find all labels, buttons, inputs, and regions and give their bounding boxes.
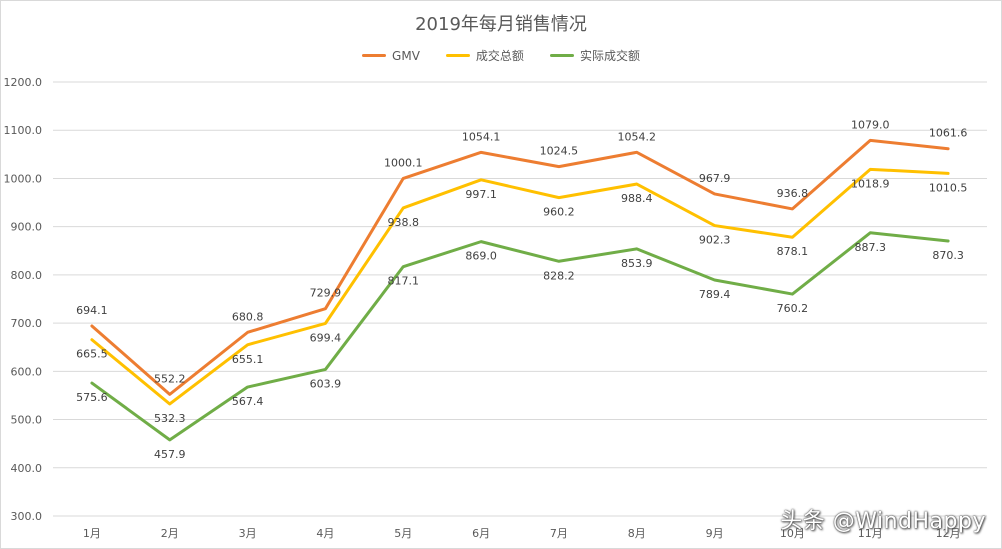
data-label-gmv: 1000.1 (384, 156, 423, 169)
x-tick-label: 11月 (858, 527, 883, 540)
data-label-actual: 870.3 (932, 249, 964, 262)
x-tick-label: 1月 (83, 527, 101, 540)
y-tick-label: 1100.0 (4, 124, 43, 137)
series-line-gmv (90, 138, 950, 396)
data-label-actual: 887.3 (855, 241, 887, 254)
x-tick-label: 3月 (239, 527, 257, 540)
y-tick-label: 500.0 (11, 414, 43, 427)
x-tick-label: 4月 (316, 527, 334, 540)
data-label-total: 1018.9 (851, 177, 890, 190)
data-label-actual: 789.4 (699, 288, 731, 301)
y-tick-label: 900.0 (11, 221, 43, 234)
x-tick-label: 7月 (550, 527, 568, 540)
legend-item-actual: 实际成交额 (549, 47, 640, 64)
legend-swatch-actual (549, 54, 574, 57)
y-tick-label: 1200.0 (4, 76, 43, 89)
data-label-gmv: 680.8 (232, 310, 264, 323)
data-label-actual: 817.1 (388, 275, 420, 288)
x-tick-label: 2月 (161, 527, 179, 540)
data-label-total: 532.3 (154, 412, 186, 425)
data-label-gmv: 936.8 (777, 187, 809, 200)
data-label-gmv: 1054.2 (618, 130, 657, 143)
data-label-total: 960.2 (543, 206, 575, 219)
legend-item-total: 成交总额 (445, 47, 524, 64)
x-tick-label: 9月 (706, 527, 724, 540)
data-label-actual: 869.0 (465, 250, 497, 263)
legend-swatch-gmv (362, 54, 387, 57)
legend-label-gmv: GMV (392, 48, 420, 63)
legend-swatch-total (445, 54, 470, 57)
data-label-gmv: 694.1 (76, 304, 108, 317)
data-label-actual: 603.9 (310, 377, 342, 390)
series-line-actual (90, 231, 950, 442)
data-label-gmv: 1054.1 (462, 130, 501, 143)
data-label-gmv: 729.9 (310, 287, 342, 300)
x-tick-label: 5月 (394, 527, 412, 540)
data-label-actual: 853.9 (621, 257, 653, 270)
data-label-total: 699.4 (310, 331, 342, 344)
x-tick-label: 6月 (472, 527, 490, 540)
data-label-gmv: 1061.6 (929, 127, 968, 140)
data-label-gmv: 552.2 (154, 372, 186, 385)
data-label-actual: 567.4 (232, 395, 264, 408)
y-tick-label: 600.0 (11, 365, 43, 378)
data-label-total: 938.8 (388, 216, 420, 229)
data-label-total: 997.1 (465, 188, 497, 201)
legend-item-gmv: GMV (362, 47, 420, 64)
y-tick-label: 300.0 (11, 510, 43, 523)
data-label-total: 878.1 (777, 245, 809, 258)
data-label-gmv: 967.9 (699, 172, 731, 185)
y-tick-label: 400.0 (11, 462, 43, 475)
y-tick-label: 700.0 (11, 317, 43, 330)
legend-label-actual: 实际成交额 (579, 49, 640, 63)
data-label-actual: 575.6 (76, 391, 108, 404)
x-tick-label: 10月 (780, 527, 805, 540)
data-label-total: 1010.5 (929, 181, 968, 194)
data-label-total: 655.1 (232, 353, 264, 366)
chart-legend: GMV 成交总额 实际成交额 (0, 47, 1002, 64)
data-label-actual: 760.2 (777, 302, 809, 315)
legend-label-total: 成交总额 (475, 49, 524, 63)
data-label-total: 665.5 (76, 348, 108, 361)
data-label-total: 902.3 (699, 234, 731, 247)
data-label-total: 988.4 (621, 192, 653, 205)
data-label-gmv: 1079.0 (851, 118, 890, 131)
data-label-gmv: 1024.5 (540, 145, 579, 158)
x-tick-label: 8月 (628, 527, 646, 540)
y-tick-label: 1000.0 (4, 172, 43, 185)
chart-title: 2019年每月销售情况 (415, 14, 587, 35)
data-label-actual: 457.9 (154, 448, 186, 461)
data-label-actual: 828.2 (543, 269, 575, 282)
series-line-total (90, 167, 950, 406)
y-tick-label: 800.0 (11, 269, 43, 282)
watermark: 头条 @WindHappy (780, 509, 986, 534)
x-tick-label: 12月 (936, 527, 961, 540)
